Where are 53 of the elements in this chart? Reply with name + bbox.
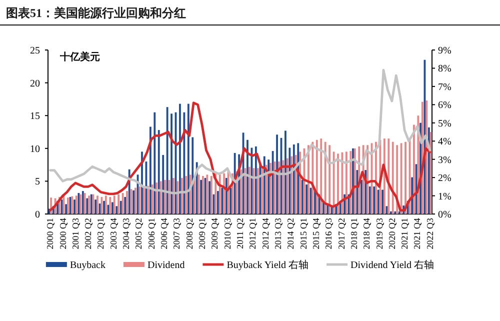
x-tick-label: 2006 Q4	[159, 218, 170, 250]
x-tick-label: 2015 Q4	[310, 218, 321, 250]
x-tick-label: 2017 Q2	[336, 218, 346, 250]
y-tick-label: 0	[35, 210, 40, 220]
x-tick-label: 2016 Q3	[324, 218, 334, 250]
x-tick-label: 2003 Q4	[108, 218, 118, 250]
x-tick-label: 2019 Q3	[374, 218, 384, 250]
x-tick-label: 2008 Q2	[184, 218, 194, 250]
x-tick-label: 2021 Q1	[400, 218, 410, 250]
y2-tick-label: 8%	[438, 64, 452, 75]
x-tick-label: 2018 Q4	[362, 218, 372, 250]
x-tick-label: 2022 Q3	[424, 218, 435, 250]
y2-tick-label: 1%	[438, 191, 452, 202]
y-tick-label: 20	[30, 78, 40, 90]
y2-tick-label: 9%	[438, 46, 452, 56]
x-tick-label: 2020 Q2	[386, 218, 397, 250]
legend-label: Dividend Yield 右轴	[350, 259, 434, 271]
x-tick-label: 2007 Q3	[172, 218, 182, 250]
y-tick-label: 15	[30, 111, 40, 122]
x-tick-label: 2000 Q1	[45, 218, 56, 250]
x-tick-label: 2014 Q2	[286, 218, 296, 250]
x-tick-label: 2005 Q2	[134, 218, 144, 250]
y-tick-label: 10	[30, 144, 40, 155]
x-tick-label: 2003 Q1	[96, 218, 106, 250]
y2-tick-label: 4%	[438, 136, 452, 148]
x-tick-label: 2013 Q3	[272, 218, 283, 250]
x-tick-label: 2001 Q3	[70, 218, 80, 250]
x-tick-label: 2012 Q4	[260, 218, 270, 250]
x-tick-label: 2011 Q2	[235, 218, 245, 249]
x-tick-label: 2006 Q1	[146, 218, 156, 250]
y-axis-title: 十亿美元	[59, 51, 100, 63]
x-tick-label: 2018 Q1	[348, 218, 359, 250]
y2-tick-label: 5%	[438, 118, 452, 130]
x-tick-label: 2015 Q1	[298, 218, 308, 250]
x-tick-label: 2010 Q3	[222, 218, 232, 250]
y2-tick-label: 6%	[438, 100, 452, 112]
x-tick-label: 2009 Q1	[197, 218, 208, 250]
y2-tick-label: 2%	[438, 173, 452, 184]
x-tick-label: 2004 Q3	[121, 218, 132, 250]
y-tick-label: 5	[35, 176, 40, 188]
chart-title: 图表51：美国能源行业回购和分红	[6, 6, 186, 20]
y2-tick-label: 0%	[438, 210, 452, 220]
legend-label: Buyback Yield 右轴	[226, 259, 309, 271]
legend-label: Buyback	[70, 260, 106, 271]
y2-tick-label: 3%	[438, 154, 452, 166]
x-tick-label: 2000 Q4	[58, 218, 68, 250]
y-tick-label: 25	[30, 46, 40, 56]
x-tick-label: 2009 Q4	[210, 218, 220, 250]
y2-tick-label: 7%	[438, 82, 452, 93]
legend-label: Dividend	[147, 260, 185, 271]
x-tick-label: 2012 Q1	[248, 218, 258, 250]
x-tick-label: 2021 Q4	[412, 218, 422, 250]
x-tick-label: 2002 Q2	[83, 218, 94, 250]
